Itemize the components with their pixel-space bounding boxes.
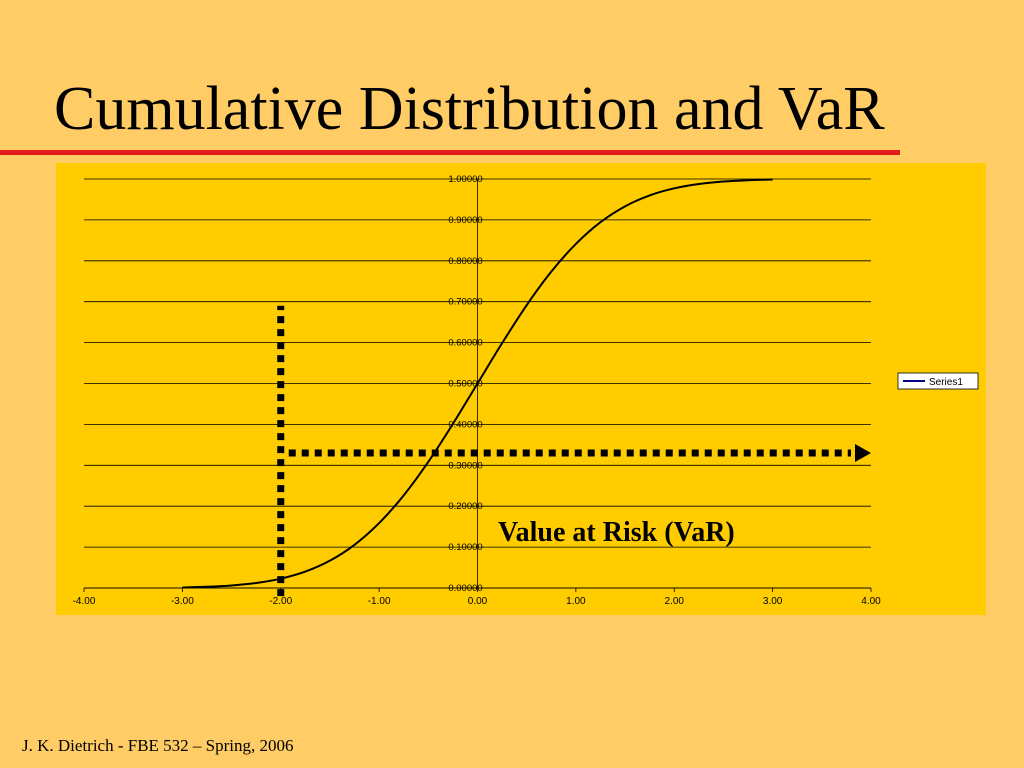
y-tick-label: 0.10000 <box>448 542 482 553</box>
x-tick-label: 0.00 <box>468 596 488 607</box>
footer-credit: J. K. Dietrich - FBE 532 – Spring, 2006 <box>22 736 294 755</box>
x-tick-label: -4.00 <box>73 596 96 607</box>
title-rule <box>0 150 900 155</box>
x-tick-label: -1.00 <box>368 596 391 607</box>
x-tick-label: 4.00 <box>861 596 881 607</box>
slide-title: Cumulative Distribution and VaR <box>54 75 885 143</box>
x-tick-label: -2.00 <box>269 596 292 607</box>
y-tick-label: 0.60000 <box>448 338 482 349</box>
y-tick-label: 0.40000 <box>448 419 482 430</box>
x-tick-label: 1.00 <box>566 596 586 607</box>
y-tick-label: 0.70000 <box>448 297 482 308</box>
y-tick-label: 0.00000 <box>448 583 482 594</box>
y-tick-label: 0.30000 <box>448 460 482 471</box>
y-tick-label: 0.90000 <box>448 215 482 226</box>
x-tick-label: 3.00 <box>763 596 783 607</box>
x-tick-label: 2.00 <box>665 596 685 607</box>
var-annotation-label: Value at Risk (VaR) <box>498 517 735 548</box>
y-tick-label: 1.00000 <box>448 174 482 185</box>
cumulative-distribution-chart: 0.00000 0.10000 0.20000 0.30000 0.40000 0.500… <box>56 163 986 615</box>
var-arrowhead <box>855 444 871 463</box>
legend-label: Series1 <box>929 377 963 388</box>
y-tick-label: 0.50000 <box>448 379 482 390</box>
x-tick-label: -3.00 <box>171 596 194 607</box>
y-tick-label: 0.80000 <box>448 256 482 267</box>
y-tick-label: 0.20000 <box>448 501 482 512</box>
legend-box <box>897 372 979 390</box>
plot-area <box>56 163 986 615</box>
